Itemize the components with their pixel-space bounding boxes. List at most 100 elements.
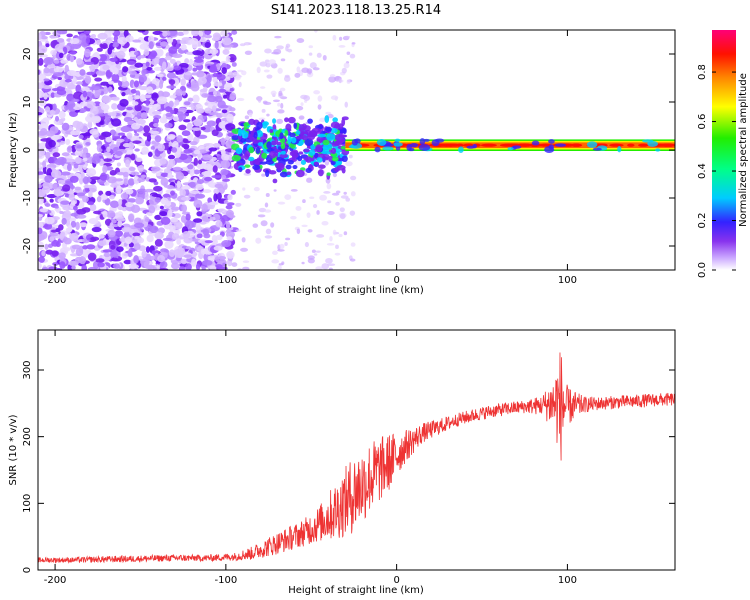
spectrogram-noise-blob — [212, 78, 218, 83]
spectrogram-noise-blob — [183, 101, 191, 106]
spectrogram-noise-blob — [266, 113, 270, 117]
spectrogram-noise-blob — [195, 222, 201, 231]
spectrogram-noise-blob — [58, 252, 66, 260]
spectrogram-noise-blob — [190, 80, 199, 89]
spectrogram-y-tick-label: 0 — [22, 147, 33, 153]
spectrogram-noise-blob — [42, 160, 47, 168]
spectrogram-noise-blob — [41, 267, 49, 270]
snr-y-tick-label: 0 — [22, 567, 33, 573]
spectrogram-noise-blob — [45, 249, 54, 255]
spectrogram-noise-blob — [52, 152, 61, 158]
spectrogram-noise-blob — [116, 127, 121, 134]
spectrogram-noise-blob — [49, 236, 55, 242]
signal-band-edge-blob — [586, 141, 598, 148]
spectrogram-noise-blob — [94, 77, 103, 82]
spectrogram-noise-blob — [156, 96, 168, 105]
spectrogram-noise-blob — [79, 222, 88, 228]
spectrogram-noise-blob — [252, 223, 259, 228]
spectrogram-noise-blob — [313, 253, 318, 256]
spectrogram-noise-blob — [330, 95, 339, 100]
spectrogram-noise-blob — [181, 90, 186, 96]
spectrogram-noise-blob — [76, 145, 83, 149]
spectrogram-noise-blob — [118, 198, 123, 206]
spectrogram-noise-blob — [43, 56, 54, 65]
spectrogram-noise-blob — [221, 109, 228, 114]
spectrogram-noise-blob — [125, 201, 134, 208]
spectrogram-noise-blob — [160, 177, 169, 187]
spectrogram-noise-blob — [148, 205, 156, 214]
spectrogram-noise-blob — [61, 231, 66, 238]
spectrogram-y-tick-label: 10 — [22, 96, 33, 109]
spectrogram-noise-blob — [312, 67, 320, 71]
spectrogram-noise-blob — [185, 213, 191, 221]
spectrogram-noise-blob — [164, 240, 174, 249]
spectrogram-noise-blob — [130, 88, 137, 94]
snr-y-label: SNR (10 * v/v) — [8, 414, 19, 485]
spectrogram-noise-blob — [202, 125, 213, 133]
spectrogram-noise-blob — [117, 220, 123, 228]
spectrogram-noise-blob — [162, 76, 167, 81]
spectrogram-noise-blob — [107, 37, 112, 41]
spectrogram-transition-blob — [335, 140, 340, 147]
spectrogram-noise-blob — [169, 58, 176, 64]
spectrogram-noise-blob — [102, 64, 110, 71]
spectrogram-noise-blob — [262, 100, 268, 104]
spectrogram-noise-blob — [323, 191, 331, 194]
spectrogram-noise-blob — [128, 264, 139, 269]
spectrogram-transition-blob — [333, 167, 340, 172]
spectrogram-noise-blob — [172, 166, 182, 171]
snr-y-tick-label: 200 — [22, 427, 33, 446]
spectrogram-noise-blob — [100, 103, 110, 111]
spectrogram-noise-blob — [74, 30, 85, 33]
spectrogram-noise-blob — [132, 232, 141, 237]
spectrogram-noise-blob — [79, 109, 85, 114]
spectrogram-noise-blob — [139, 43, 148, 50]
spectrogram-noise-blob — [50, 169, 62, 179]
spectrogram-transition-blob — [248, 118, 256, 126]
spectrogram-noise-blob — [204, 176, 213, 182]
spectrogram-noise-blob — [226, 250, 235, 259]
spectrogram-noise-blob — [162, 237, 173, 242]
spectrogram-noise-blob — [215, 234, 223, 241]
spectrogram-noise-blob — [102, 210, 108, 218]
spectrogram-transition-blob — [252, 164, 261, 170]
signal-band-edge-blob — [531, 140, 540, 146]
spectrogram-noise-blob — [229, 88, 234, 92]
spectrogram-transition-blob — [326, 133, 336, 141]
spectrogram-noise-blob — [102, 165, 108, 174]
spectrogram-noise-blob — [176, 180, 181, 189]
spectrogram-noise-blob — [132, 140, 142, 144]
spectrogram-noise-blob — [53, 72, 64, 77]
spectrogram-x-tick-label: 100 — [558, 275, 577, 286]
spectrogram-noise-blob — [144, 264, 155, 270]
spectrogram-noise-blob — [123, 259, 132, 265]
spectrogram-noise-blob — [304, 100, 308, 103]
spectrogram-noise-blob — [68, 158, 76, 163]
spectrogram-noise-blob — [217, 266, 228, 270]
spectrogram-noise-blob — [164, 106, 173, 113]
spectrogram-noise-blob — [221, 37, 232, 46]
spectrogram-noise-blob — [228, 107, 236, 112]
signal-band-edge-blob — [351, 139, 359, 146]
spectrogram-noise-blob — [284, 74, 290, 78]
spectrogram-noise-blob — [167, 209, 173, 218]
spectrogram-transition-blob — [271, 140, 276, 146]
spectrogram-noise-blob — [144, 192, 149, 201]
spectrogram-noise-blob — [132, 101, 139, 106]
spectrogram-noise-blob — [202, 163, 213, 170]
signal-band-edge-blob — [548, 139, 555, 144]
spectrogram-noise-blob — [116, 138, 125, 143]
signal-band-peak — [609, 143, 624, 147]
snr-y-tick-label: 100 — [22, 494, 33, 513]
spectrogram-noise-blob — [152, 117, 159, 124]
signal-band-peak — [499, 143, 518, 147]
spectrogram-noise-blob — [75, 221, 80, 231]
spectrogram-noise-blob — [226, 113, 234, 123]
spectrogram-noise-blob — [89, 64, 96, 73]
spectrogram-noise-blob — [211, 37, 220, 42]
spectrogram-noise-blob — [276, 118, 284, 125]
spectrogram-noise-blob — [213, 193, 218, 202]
spectrogram-noise-blob — [73, 205, 78, 211]
spectrogram-noise-blob — [70, 212, 79, 217]
spectrogram-noise-blob — [198, 149, 208, 154]
